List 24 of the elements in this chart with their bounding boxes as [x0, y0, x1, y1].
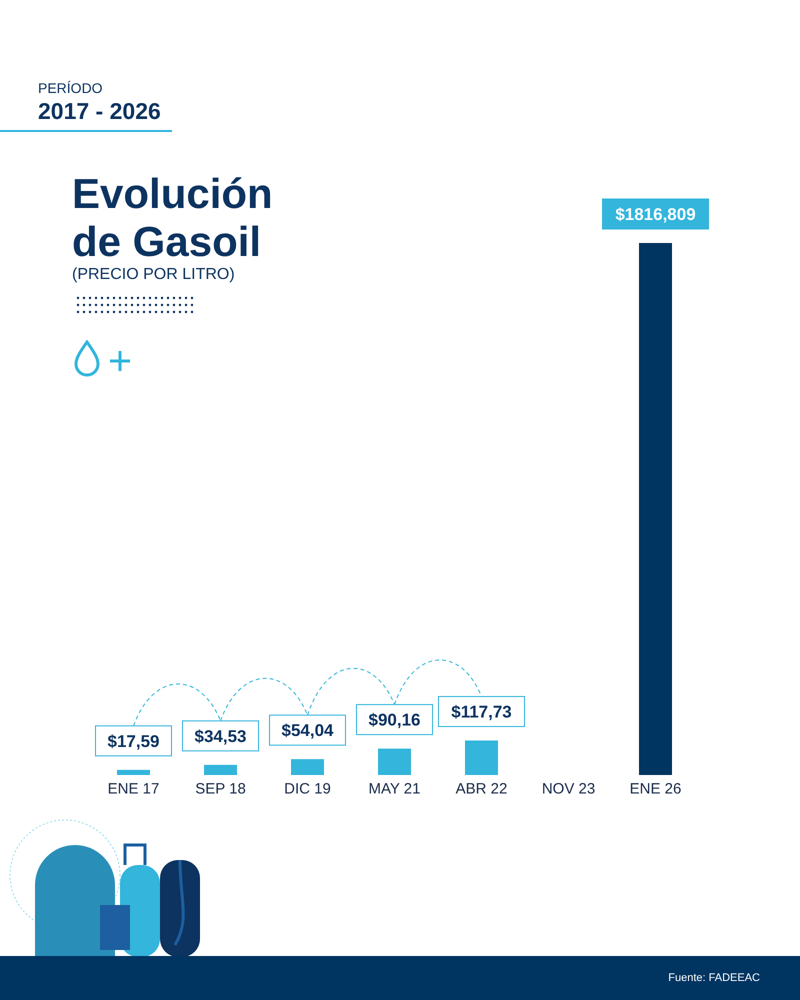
data-label: $34,53 [194, 726, 246, 746]
source-note: Fuente: FADEEAC [668, 972, 760, 984]
bar [639, 243, 672, 775]
data-label: $90,16 [368, 710, 420, 730]
bar [204, 764, 237, 775]
x-tick-label: ENE 26 [630, 780, 682, 798]
x-tick-label: ABR 22 [456, 780, 508, 798]
text: PERÍODO [38, 80, 103, 96]
x-tick-label: NOV 23 [542, 780, 596, 798]
data-label: $54,04 [282, 721, 334, 740]
data-label: $17,59 [108, 732, 160, 751]
x-tick-label: MAY 21 [368, 780, 420, 798]
data-label: $1816,809 [615, 205, 696, 224]
text: 2017 - 2026 [38, 98, 161, 125]
text: (PRECIO POR LITRO) [72, 266, 235, 284]
bar [465, 740, 498, 775]
bar [378, 748, 411, 775]
x-tick-label: ENE 17 [108, 780, 160, 798]
bar [291, 759, 324, 775]
data-label: $117,73 [451, 702, 512, 722]
x-tick-label: DIC 19 [284, 780, 331, 798]
x-tick-label: SEP 18 [195, 780, 246, 798]
chart-title: Evolución de Gasoil [72, 170, 273, 266]
bar [117, 770, 150, 775]
